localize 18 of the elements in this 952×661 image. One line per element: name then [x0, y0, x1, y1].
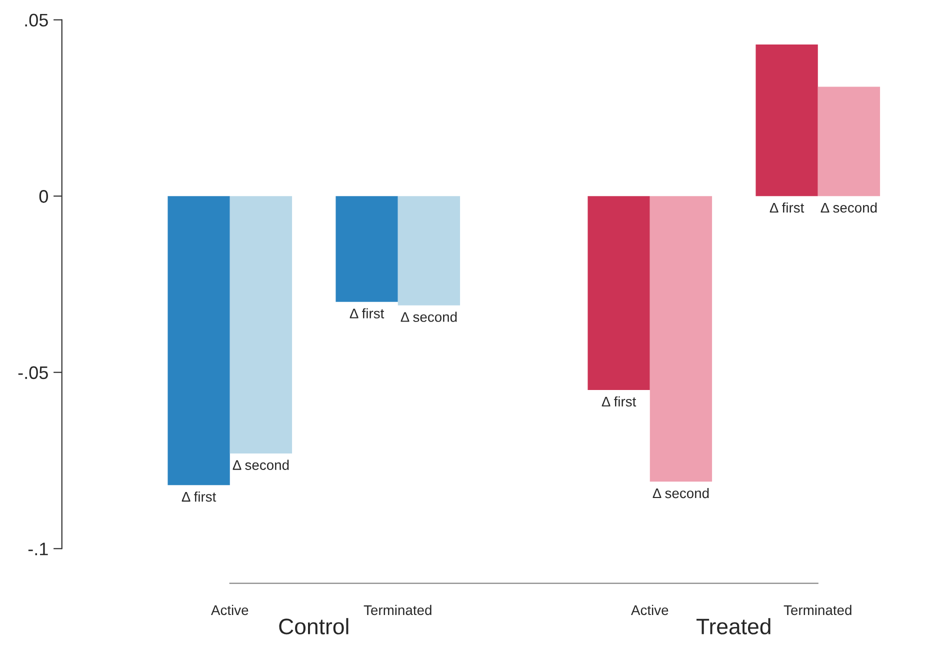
text: Treated — [696, 618, 770, 634]
x-tick-label: Active — [631, 604, 668, 616]
y-tick-label: -.05 — [18, 366, 48, 380]
text: Δ second — [232, 460, 289, 470]
x-tick-label: Terminated — [784, 604, 852, 616]
x-tick-label: Terminated — [364, 604, 432, 616]
text: Δ first — [602, 396, 636, 407]
series-label: Δ first — [182, 492, 216, 502]
text: Δ second — [400, 312, 457, 322]
y-tick-label: 0 — [39, 190, 48, 203]
y-tick-label: -.1 — [28, 542, 48, 556]
series-label: Δ second — [820, 202, 877, 213]
y-tick-label: .05 — [25, 14, 48, 27]
text: Δ first — [770, 202, 804, 213]
text: Δ first — [350, 308, 384, 318]
text: Control — [279, 618, 348, 634]
x-tick-label: Active — [211, 604, 248, 616]
text: Δ second — [652, 488, 709, 498]
